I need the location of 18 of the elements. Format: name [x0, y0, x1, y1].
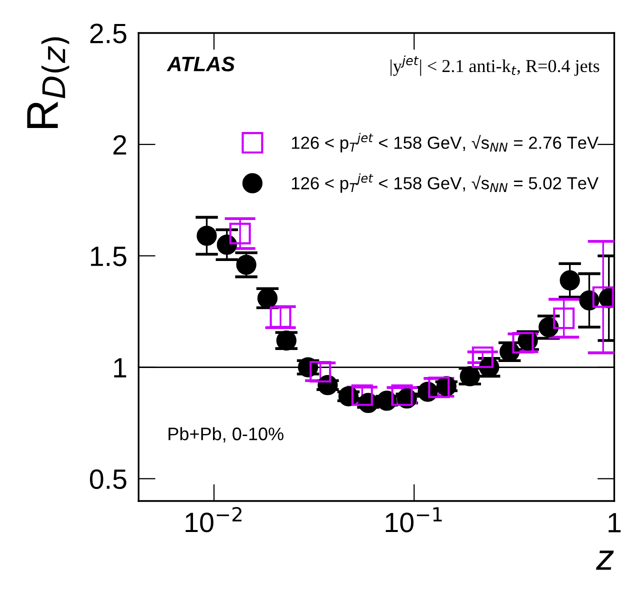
annotation: |y$^{jet}$| < 2.1 anti-k$_{t}$, R=0.4 jets: [390, 55, 600, 76]
annotation: Pb+Pb, 0-10%: [168, 427, 284, 442]
y-axis-title: R$_{D(z)}$: [27, 37, 70, 128]
annotation: ATLAS: [166, 56, 235, 72]
x-tick-label: 10$^{−2}$: [186, 506, 242, 532]
point: [216, 234, 237, 255]
y-tick-label: 2: [113, 135, 126, 154]
y-tick-label: 2.5: [90, 24, 126, 44]
legend-label: 126 < p$_{T}$$^{jet}$ < 158 GeV, √s$_{NN}$ = 2.76 TeV: [292, 132, 599, 152]
y-tick-label: 1: [114, 358, 126, 378]
point: [560, 270, 580, 290]
y-tick-label: 1.5: [90, 246, 126, 266]
x-axis-title: z: [596, 550, 614, 570]
x-tick-label: 10$^{−1}$: [386, 507, 442, 532]
x-tick-label: 1: [608, 513, 621, 532]
point: [196, 226, 217, 246]
legend-label: 126 < p$_{T}$$^{jet}$ < 158 GeV, √s$_{NN}$ = 5.02 TeV: [292, 173, 599, 193]
y-tick-label: 0.5: [90, 469, 126, 490]
